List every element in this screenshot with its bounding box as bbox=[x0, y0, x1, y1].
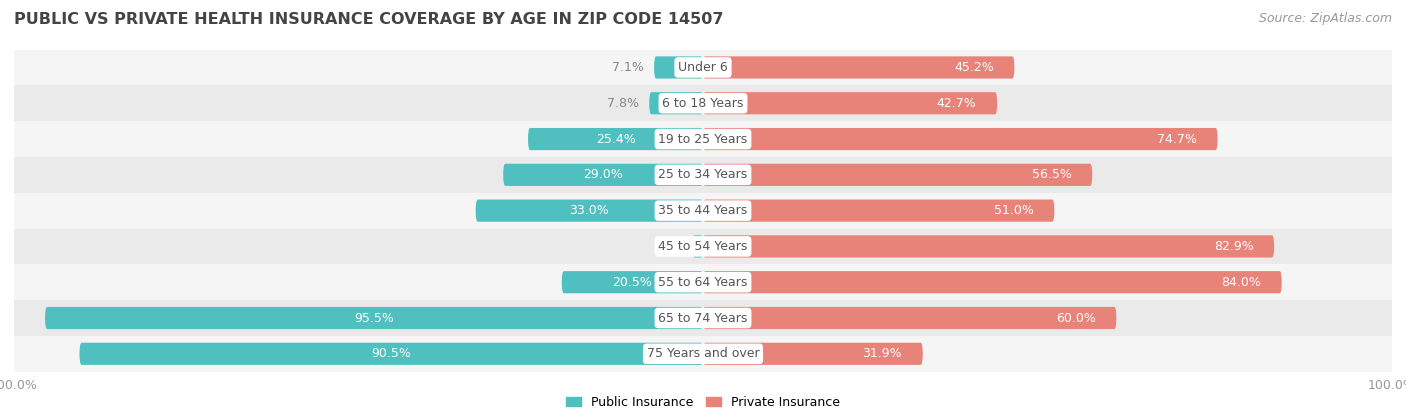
FancyBboxPatch shape bbox=[703, 235, 1274, 258]
Text: 35 to 44 Years: 35 to 44 Years bbox=[658, 204, 748, 217]
Text: 7.8%: 7.8% bbox=[607, 97, 638, 110]
Text: 51.0%: 51.0% bbox=[994, 204, 1033, 217]
FancyBboxPatch shape bbox=[650, 92, 703, 114]
Text: 95.5%: 95.5% bbox=[354, 311, 394, 325]
FancyBboxPatch shape bbox=[503, 164, 703, 186]
Bar bbox=[14, 300, 1392, 336]
Bar bbox=[14, 264, 1392, 300]
Text: 74.7%: 74.7% bbox=[1157, 133, 1197, 145]
Text: 25 to 34 Years: 25 to 34 Years bbox=[658, 169, 748, 181]
Text: 20.5%: 20.5% bbox=[613, 276, 652, 289]
FancyBboxPatch shape bbox=[703, 128, 1218, 150]
Text: 45.2%: 45.2% bbox=[955, 61, 994, 74]
Text: 33.0%: 33.0% bbox=[569, 204, 609, 217]
Text: 60.0%: 60.0% bbox=[1056, 311, 1095, 325]
Text: 45 to 54 Years: 45 to 54 Years bbox=[658, 240, 748, 253]
Text: Source: ZipAtlas.com: Source: ZipAtlas.com bbox=[1258, 12, 1392, 25]
Text: 25.4%: 25.4% bbox=[596, 133, 636, 145]
FancyBboxPatch shape bbox=[654, 56, 703, 78]
Bar bbox=[14, 157, 1392, 193]
Bar bbox=[14, 85, 1392, 121]
FancyBboxPatch shape bbox=[45, 307, 703, 329]
FancyBboxPatch shape bbox=[80, 343, 703, 365]
FancyBboxPatch shape bbox=[562, 271, 703, 293]
Text: 0.0%: 0.0% bbox=[654, 240, 686, 253]
Text: 6 to 18 Years: 6 to 18 Years bbox=[662, 97, 744, 110]
FancyBboxPatch shape bbox=[703, 307, 1116, 329]
Bar bbox=[14, 50, 1392, 85]
Text: Under 6: Under 6 bbox=[678, 61, 728, 74]
Text: 75 Years and over: 75 Years and over bbox=[647, 347, 759, 360]
Bar bbox=[14, 228, 1392, 264]
Bar bbox=[14, 336, 1392, 372]
FancyBboxPatch shape bbox=[703, 271, 1282, 293]
Text: 65 to 74 Years: 65 to 74 Years bbox=[658, 311, 748, 325]
Text: 19 to 25 Years: 19 to 25 Years bbox=[658, 133, 748, 145]
Text: 31.9%: 31.9% bbox=[862, 347, 903, 360]
Text: 55 to 64 Years: 55 to 64 Years bbox=[658, 276, 748, 289]
Text: PUBLIC VS PRIVATE HEALTH INSURANCE COVERAGE BY AGE IN ZIP CODE 14507: PUBLIC VS PRIVATE HEALTH INSURANCE COVER… bbox=[14, 12, 724, 27]
Bar bbox=[14, 193, 1392, 228]
Text: 82.9%: 82.9% bbox=[1213, 240, 1254, 253]
Bar bbox=[14, 121, 1392, 157]
Text: 84.0%: 84.0% bbox=[1222, 276, 1261, 289]
FancyBboxPatch shape bbox=[693, 235, 703, 258]
Text: 7.1%: 7.1% bbox=[612, 61, 644, 74]
FancyBboxPatch shape bbox=[475, 199, 703, 222]
FancyBboxPatch shape bbox=[703, 199, 1054, 222]
Text: 29.0%: 29.0% bbox=[583, 169, 623, 181]
Legend: Public Insurance, Private Insurance: Public Insurance, Private Insurance bbox=[561, 391, 845, 413]
FancyBboxPatch shape bbox=[703, 92, 997, 114]
FancyBboxPatch shape bbox=[703, 164, 1092, 186]
Text: 56.5%: 56.5% bbox=[1032, 169, 1071, 181]
FancyBboxPatch shape bbox=[703, 56, 1014, 78]
Text: 90.5%: 90.5% bbox=[371, 347, 411, 360]
FancyBboxPatch shape bbox=[529, 128, 703, 150]
FancyBboxPatch shape bbox=[703, 343, 922, 365]
Text: 42.7%: 42.7% bbox=[936, 97, 977, 110]
